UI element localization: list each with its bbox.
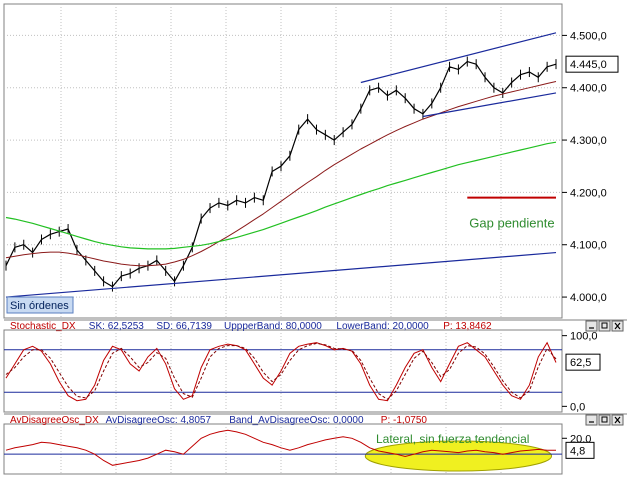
price-axis-tick-label: 4.300,0 [570, 135, 607, 147]
trend-line [5, 251, 557, 298]
oscillator-header-item: AvDisagreeOsc_DX [10, 415, 99, 426]
stochastic-header-item: P: 13,8462 [443, 321, 492, 332]
oscillator-last-label: 4,8 [570, 445, 585, 457]
oscillator-close-glyph [614, 416, 621, 424]
stochastic-restore-glyph [601, 322, 608, 329]
stochastic-header-item: Stochastic_DX [10, 321, 76, 332]
stochastic-axis-tick-label: 0,0 [570, 401, 585, 413]
stochastic-k-line [5, 341, 557, 402]
price-axis-tick-label: 4.400,0 [570, 83, 607, 95]
oscillator-last-badge [565, 441, 595, 459]
gap-annotation: Gap pendiente [469, 216, 554, 231]
oscillator-line [5, 429, 557, 466]
trend-line [422, 92, 557, 118]
oscillator-header-item: Band_AvDisagreeOsc: 0,0000 [229, 415, 364, 426]
stochastic-header-item: UppperBand: 80,0000 [224, 321, 322, 332]
trend-line [360, 32, 557, 84]
last-price-badge [565, 55, 619, 73]
stochastic-last-label: 62,5 [570, 357, 591, 369]
price-axis-tick-label: 4.100,0 [570, 240, 607, 252]
oscillator-header-item: AvDisagreeOsc: 4,8057 [106, 415, 212, 426]
price-panel-frame [3, 3, 563, 319]
stochastic-close-glyph [614, 322, 621, 330]
oscillator-panel-frame [3, 423, 563, 475]
stochastic-last-badge [565, 353, 601, 371]
stochastic-restore-icon[interactable] [598, 320, 611, 332]
orders-badge[interactable] [6, 296, 74, 314]
oscillator-header-item: P: -1,0750 [381, 415, 428, 426]
price-axis-tick-label: 4.000,0 [570, 292, 607, 304]
price-axis-tick-label: 4.500,0 [570, 30, 607, 42]
stochastic-axis-tick-label: 100,0 [570, 331, 598, 343]
stochastic-panel-frame [3, 329, 563, 413]
lateral-annotation: Lateral, sin fuerza tendencial [376, 432, 529, 446]
orders-badge-label: Sin órdenes [10, 300, 69, 312]
stochastic-header-item: LowerBand: 20,0000 [336, 321, 429, 332]
stochastic-header-item: SD: 66,7139 [156, 321, 212, 332]
oscillator-restore-glyph [601, 416, 608, 423]
price-axis-tick-label: 4.200,0 [570, 187, 607, 199]
moving-average-long-line [5, 141, 557, 250]
price-series-line [5, 60, 557, 288]
stochastic-header-item: SK: 62,5253 [89, 321, 144, 332]
oscillator-minimize-icon[interactable] [585, 414, 598, 426]
lateral-highlight [364, 440, 553, 472]
moving-average-short-line [5, 81, 557, 267]
oscillator-restore-icon[interactable] [598, 414, 611, 426]
stochastic-minimize-icon[interactable] [585, 320, 598, 332]
stochastic-d-line [5, 342, 557, 400]
last-price-label: 4.445,0 [570, 59, 607, 71]
